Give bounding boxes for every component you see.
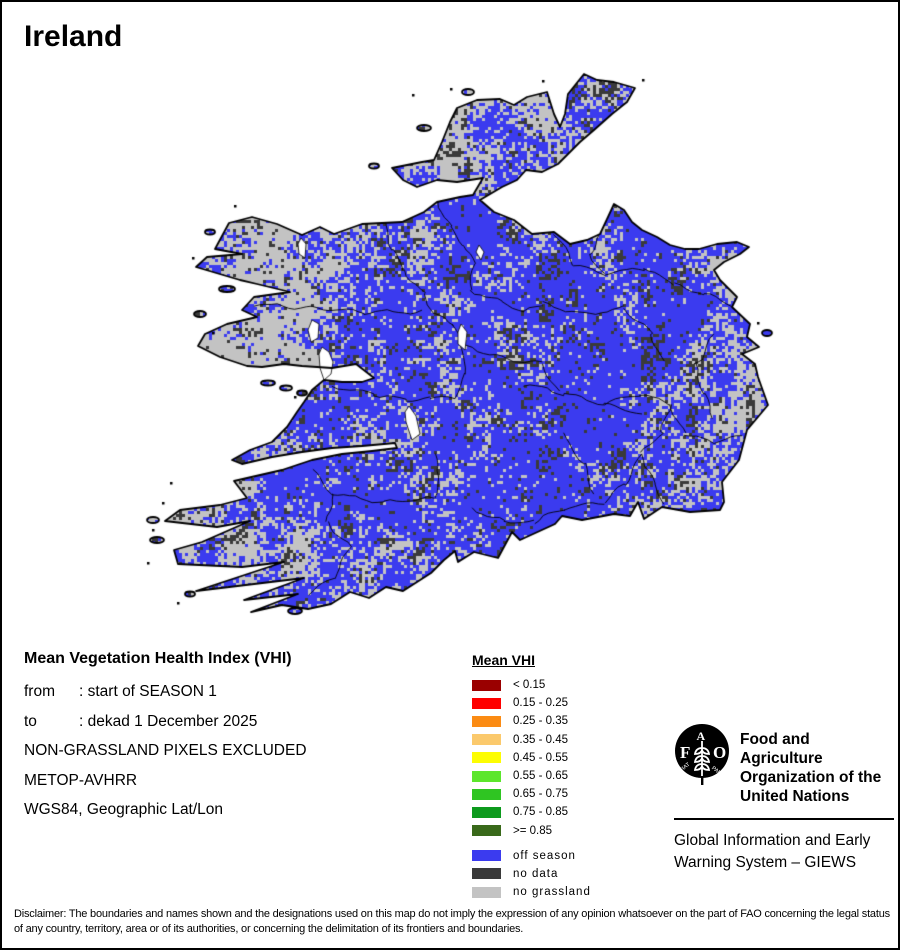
- legend-label: no grassland: [513, 886, 591, 899]
- legend-swatch: [472, 752, 501, 764]
- legend-row: 0.25 - 0.35: [472, 712, 662, 730]
- legend-swatch: [472, 868, 501, 880]
- info-line-text: WGS84, Geographic Lat/Lon: [24, 801, 224, 818]
- info-heading: Mean Vegetation Health Index (VHI): [24, 650, 292, 667]
- legend-swatch: [472, 679, 501, 691]
- legend-swatch: [472, 806, 501, 818]
- legend-row: 0.35 - 0.45: [472, 731, 662, 749]
- map-info-block: Mean Vegetation Health Index (VHI) from:…: [24, 650, 454, 830]
- fao-divider: [674, 818, 894, 820]
- info-line: to : dekad 1 December 2025: [24, 712, 454, 742]
- info-line-text: : start of SEASON 1: [79, 683, 217, 700]
- disclaimer-text: Disclaimer: The boundaries and names sho…: [14, 908, 890, 935]
- info-line-text: NON-GRASSLAND PIXELS EXCLUDED: [24, 742, 307, 759]
- legend-label: 0.25 - 0.35: [513, 715, 568, 728]
- legend-label: 0.75 - 0.85: [513, 806, 568, 819]
- info-line: from : start of SEASON 1: [24, 682, 454, 712]
- info-lines: from : start of SEASON 1 to : dekad 1 Decem…: [24, 682, 454, 830]
- legend-row: 0.65 - 0.75: [472, 785, 662, 803]
- legend-label: 0.35 - 0.45: [513, 733, 568, 746]
- legend-swatch: [472, 770, 501, 782]
- legend-label: off season: [513, 849, 576, 862]
- legend-label: 0.15 - 0.25: [513, 697, 568, 710]
- fao-name-line: Organization of the: [740, 769, 882, 786]
- legend-label: 0.65 - 0.75: [513, 788, 568, 801]
- giews-line: Warning System – GIEWS: [674, 854, 857, 871]
- legend-row: no data: [472, 865, 662, 883]
- info-line: METOP-AVHRR: [24, 771, 454, 801]
- page-title: Ireland: [24, 20, 123, 53]
- legend-label: >= 0.85: [513, 824, 553, 837]
- legend-label: < 0.15: [513, 679, 546, 692]
- fao-logo-icon: F A O FIAT PANIS: [675, 724, 729, 785]
- info-line-text: METOP-AVHRR: [24, 771, 138, 789]
- legend-extra-classes: off season no data no grassland: [472, 847, 662, 902]
- legend-swatch: [472, 697, 501, 709]
- info-line-label: to: [24, 712, 37, 730]
- legend-swatch: [472, 788, 501, 800]
- legend-swatch: [472, 886, 501, 898]
- legend-row: 0.55 - 0.65: [472, 767, 662, 785]
- legend-row: >= 0.85: [472, 822, 662, 840]
- giews-line: Global Information and Early: [674, 832, 871, 849]
- fao-name-line: Food and Agriculture: [740, 731, 823, 767]
- legend-label: 0.55 - 0.65: [513, 770, 568, 783]
- legend-classes: < 0.15 0.15 - 0.25 0.25 - 0.35 0.35 - 0.45 0…: [472, 676, 662, 840]
- info-line-text: : dekad 1 December 2025: [79, 712, 258, 730]
- giews-caption: Global Information and Early Warning Sys…: [674, 830, 894, 874]
- svg-text:F: F: [680, 743, 690, 762]
- info-line-label: from: [24, 683, 55, 700]
- legend-swatch: [472, 715, 501, 727]
- legend-row: < 0.15: [472, 676, 662, 694]
- fao-block: F A O FIAT PANIS Food and Agriculture Or…: [674, 722, 894, 874]
- wheat-ear-icon: [693, 741, 711, 776]
- info-line: NON-GRASSLAND PIXELS EXCLUDED: [24, 741, 454, 771]
- legend-swatch: [472, 825, 501, 837]
- legend-swatch: [472, 850, 501, 862]
- legend-row: no grassland: [472, 883, 662, 901]
- info-line: WGS84, Geographic Lat/Lon: [24, 800, 454, 830]
- vhi-legend: Mean VHI < 0.15 0.15 - 0.25 0.25 - 0.35 0.3…: [472, 652, 662, 901]
- svg-text:O: O: [713, 743, 726, 762]
- legend-swatch: [472, 734, 501, 746]
- legend-row: off season: [472, 847, 662, 865]
- legend-row: 0.15 - 0.25: [472, 694, 662, 712]
- legend-row: 0.75 - 0.85: [472, 803, 662, 821]
- legend-heading: Mean VHI: [472, 652, 536, 668]
- svg-text:A: A: [697, 729, 706, 743]
- legend-row: 0.45 - 0.55: [472, 749, 662, 767]
- fao-name: Food and Agriculture Organization of the…: [740, 722, 894, 806]
- fao-header: F A O FIAT PANIS Food and Agriculture Or…: [674, 722, 894, 806]
- legend-label: 0.45 - 0.55: [513, 751, 568, 764]
- fao-name-line: United Nations: [740, 788, 850, 805]
- legend-label: no data: [513, 867, 559, 880]
